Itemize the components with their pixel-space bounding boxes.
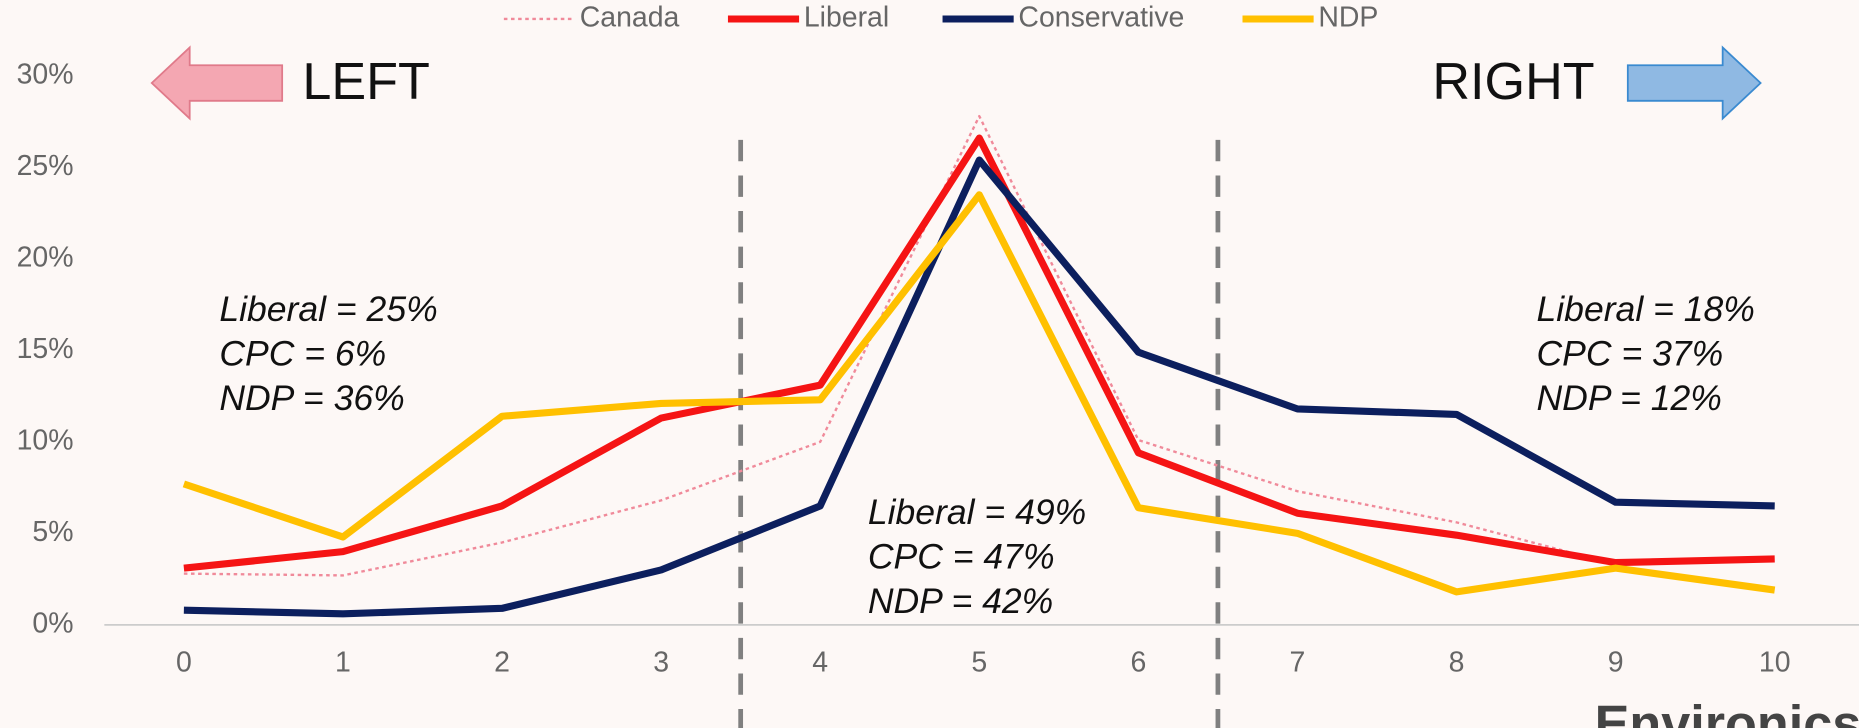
annotation: Liberal = 49% (868, 492, 1086, 532)
left-arrow (150, 45, 284, 121)
annotation: NDP = 12% (1537, 378, 1722, 418)
x-tick-label: 0 (176, 646, 192, 678)
x-tick-label: 1 (335, 646, 351, 678)
legend-label: NDP (1318, 2, 1378, 34)
series-line (183, 114, 1775, 577)
series-line (182, 191, 1776, 596)
annotation: CPC = 37% (1537, 334, 1724, 374)
x-tick-label: 5 (971, 646, 987, 678)
x-tick-label: 7 (1290, 646, 1306, 678)
annotation: CPC = 6% (219, 334, 386, 374)
x-tick-label: 10 (1759, 646, 1791, 678)
annotation: Liberal = 18% (1537, 289, 1755, 329)
y-tick-label: 15% (17, 333, 74, 365)
x-tick-label: 3 (653, 646, 669, 678)
legend-label: Conservative (1018, 2, 1184, 34)
logo: Environics (1595, 696, 1859, 728)
x-tick-label: 2 (494, 646, 510, 678)
annotation: NDP = 36% (219, 378, 404, 418)
series-line (183, 156, 1775, 618)
annotation: NDP = 42% (868, 581, 1053, 621)
series-line (183, 134, 1775, 572)
right-label: RIGHT (1432, 53, 1594, 111)
left-label: LEFT (302, 53, 430, 111)
y-tick-label: 5% (32, 516, 73, 548)
legend-label: Canada (580, 2, 680, 34)
annotation: CPC = 47% (868, 536, 1055, 576)
x-tick-label: 9 (1608, 646, 1624, 678)
x-tick-label: 8 (1449, 646, 1465, 678)
x-tick-label: 6 (1130, 646, 1146, 678)
y-tick-label: 30% (17, 58, 74, 90)
y-tick-label: 0% (32, 607, 73, 639)
x-tick-label: 4 (812, 646, 828, 678)
legend-label: Liberal (804, 2, 889, 34)
annotation: Liberal = 25% (219, 289, 437, 329)
y-tick-label: 20% (17, 241, 74, 273)
y-tick-label: 25% (17, 150, 74, 182)
right-arrow (1626, 45, 1762, 121)
y-tick-label: 10% (17, 424, 74, 456)
